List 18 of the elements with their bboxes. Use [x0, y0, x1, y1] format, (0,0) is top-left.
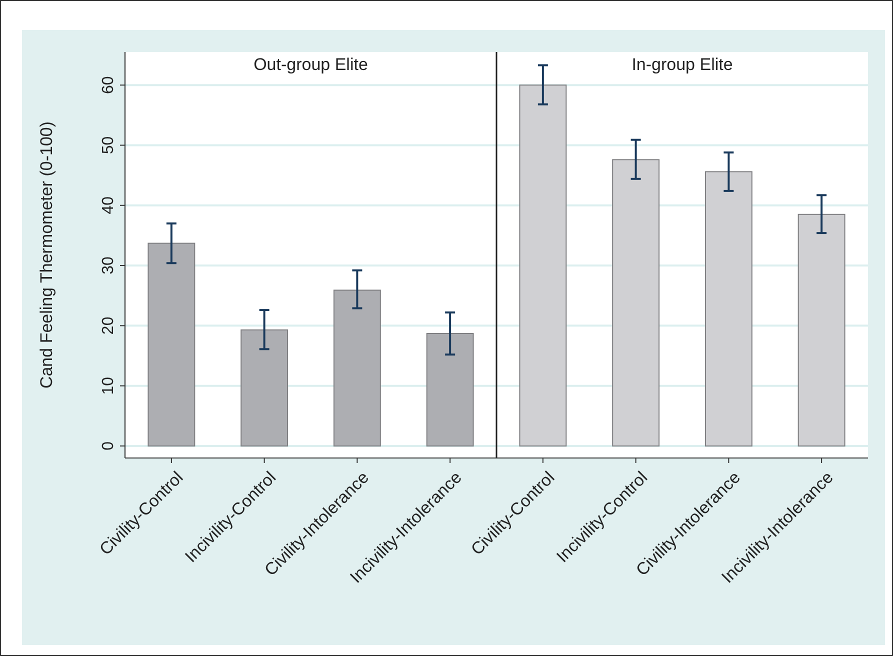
bar [704, 171, 752, 446]
bar [333, 290, 381, 446]
annotation: In-group Elite [632, 54, 733, 74]
y-tick-label: 20 [100, 316, 117, 335]
y-tick-label: 50 [100, 136, 117, 154]
y-tick-label: 40 [100, 196, 117, 214]
annotation: Out-group Elite [254, 54, 368, 74]
bar [148, 242, 196, 446]
bar [426, 332, 474, 446]
bar [519, 84, 567, 446]
y-axis-title: Cand Feeling Thermometer (0-100) [37, 121, 56, 389]
y-tick-label: 60 [100, 76, 117, 94]
bar [798, 214, 846, 446]
y-tick-label: 30 [100, 256, 117, 274]
bar [240, 329, 288, 446]
y-tick-label: 10 [100, 376, 117, 395]
bar [612, 159, 660, 446]
y-tick-label: 0 [100, 441, 117, 450]
